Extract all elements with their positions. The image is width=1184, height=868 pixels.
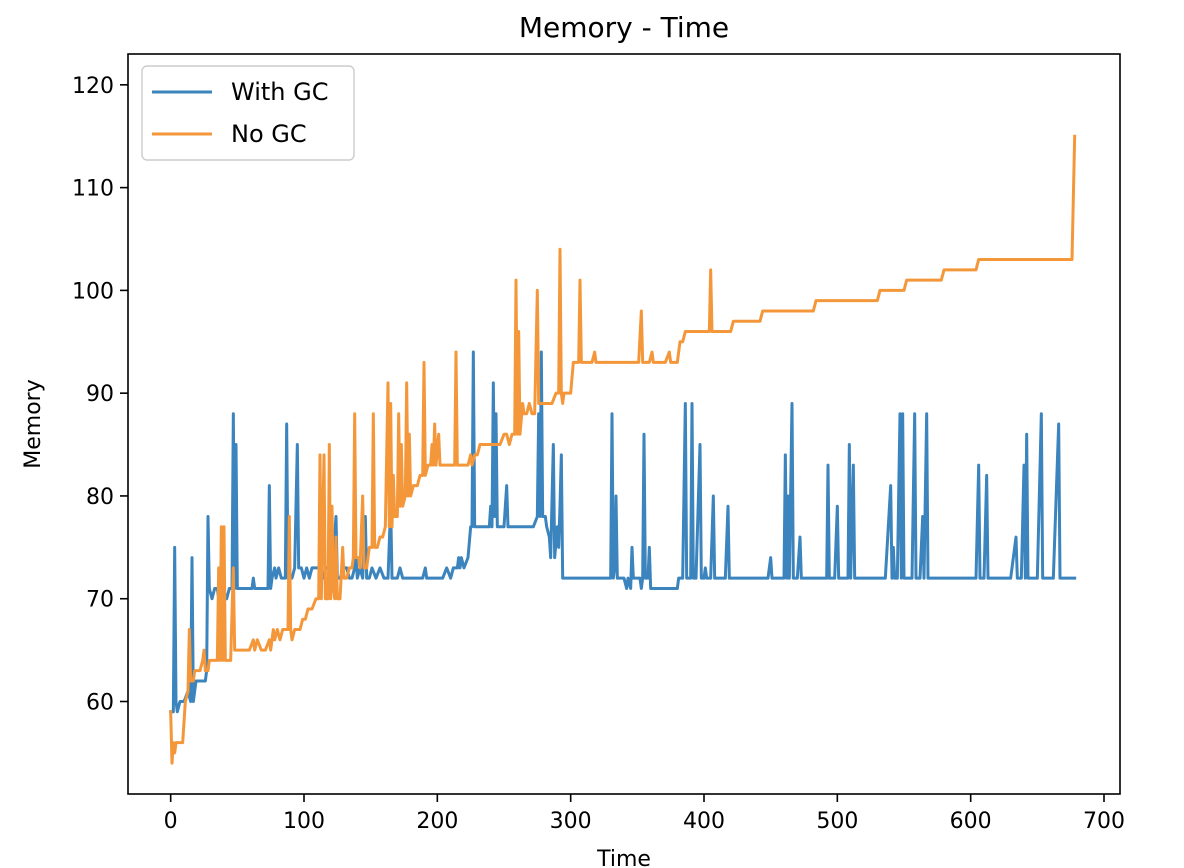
- y-tick-label: 110: [72, 177, 114, 202]
- y-tick-label: 90: [86, 382, 114, 407]
- x-tick-label: 100: [283, 809, 325, 834]
- x-tick-label: 0: [164, 809, 178, 834]
- series-layer: [169, 134, 1077, 765]
- y-tick-label: 80: [86, 485, 114, 510]
- y-tick-label: 120: [72, 74, 114, 99]
- legend: With GC No GC: [141, 65, 355, 161]
- series-line-1: [169, 350, 1077, 714]
- x-axis-label: Time: [596, 847, 651, 868]
- y-axis: 60 70 80 90 100 110 120: [72, 74, 128, 716]
- x-tick-label: 500: [816, 809, 858, 834]
- x-tick-label: 300: [550, 809, 592, 834]
- legend-label: No GC: [231, 120, 307, 148]
- y-tick-label: 60: [86, 691, 114, 716]
- y-axis-label: Memory: [21, 379, 46, 468]
- x-tick-label: 600: [950, 809, 992, 834]
- x-tick-label: 200: [416, 809, 458, 834]
- y-tick-label: 100: [72, 279, 114, 304]
- series-line-2: [169, 134, 1077, 765]
- x-tick-label: 700: [1083, 809, 1125, 834]
- legend-box: [141, 65, 355, 161]
- x-axis: 0 100 200 300 400 500 600 700: [164, 794, 1125, 834]
- x-tick-label: 400: [683, 809, 725, 834]
- legend-label: With GC: [231, 78, 328, 106]
- plot-frame: [127, 53, 1121, 795]
- chart-title: Memory - Time: [519, 11, 729, 44]
- y-tick-label: 70: [86, 588, 114, 613]
